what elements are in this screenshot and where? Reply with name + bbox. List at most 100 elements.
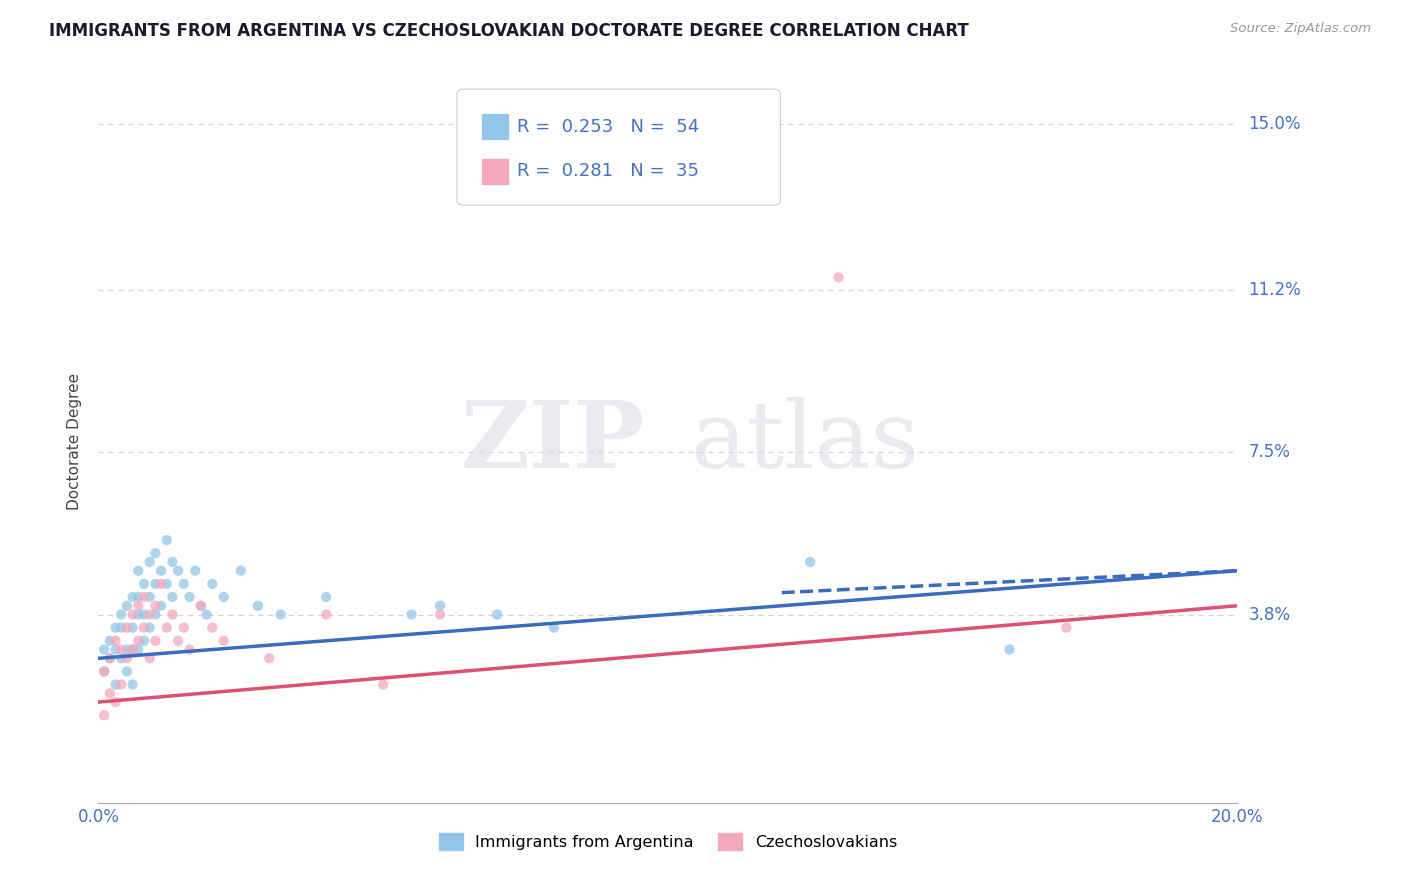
Point xyxy=(150,577,173,591)
Point xyxy=(115,665,138,679)
Point xyxy=(229,564,252,578)
Text: 7.5%: 7.5% xyxy=(1249,443,1291,461)
Point xyxy=(115,599,138,613)
Point xyxy=(93,665,115,679)
Point xyxy=(110,642,132,657)
Point xyxy=(145,577,167,591)
Point xyxy=(543,621,565,635)
Point xyxy=(98,651,121,665)
Text: ZIP: ZIP xyxy=(461,397,645,486)
Point xyxy=(115,642,138,657)
Point xyxy=(121,642,143,657)
Point xyxy=(121,677,143,691)
Point xyxy=(98,633,121,648)
Point xyxy=(98,686,121,700)
Point xyxy=(190,599,212,613)
Point xyxy=(145,546,167,560)
Point xyxy=(156,577,179,591)
Point xyxy=(150,599,173,613)
Point xyxy=(173,621,195,635)
Point xyxy=(429,607,451,622)
Point xyxy=(110,607,132,622)
Point xyxy=(110,651,132,665)
Text: 3.8%: 3.8% xyxy=(1249,606,1291,624)
Text: Source: ZipAtlas.com: Source: ZipAtlas.com xyxy=(1230,22,1371,36)
Point xyxy=(138,651,160,665)
Point xyxy=(138,555,160,569)
Point xyxy=(179,642,201,657)
Point xyxy=(1056,621,1078,635)
Point xyxy=(93,708,115,723)
Point xyxy=(121,590,143,604)
Text: R =  0.253   N =  54: R = 0.253 N = 54 xyxy=(517,118,700,136)
Point xyxy=(270,607,292,622)
Point xyxy=(156,621,179,635)
Point xyxy=(429,599,451,613)
Point xyxy=(138,607,160,622)
Point xyxy=(173,577,195,591)
Point xyxy=(401,607,423,622)
Point xyxy=(127,564,149,578)
Point xyxy=(93,642,115,657)
Point xyxy=(156,533,179,547)
Point xyxy=(121,607,143,622)
Point xyxy=(486,607,509,622)
Point xyxy=(145,633,167,648)
Point xyxy=(246,599,269,613)
Point xyxy=(145,599,167,613)
Point xyxy=(138,621,160,635)
Point xyxy=(110,677,132,691)
Point xyxy=(373,677,395,691)
Point xyxy=(138,590,160,604)
Text: 11.2%: 11.2% xyxy=(1249,282,1301,300)
Point xyxy=(195,607,218,622)
Point xyxy=(132,633,155,648)
Point xyxy=(121,642,143,657)
Point xyxy=(132,577,155,591)
Point xyxy=(828,270,851,285)
Point xyxy=(104,633,127,648)
Point xyxy=(799,555,821,569)
Y-axis label: Doctorate Degree: Doctorate Degree xyxy=(67,373,83,510)
Point xyxy=(93,665,115,679)
Point xyxy=(132,607,155,622)
Point xyxy=(104,642,127,657)
Point xyxy=(115,621,138,635)
Point xyxy=(98,651,121,665)
Point xyxy=(201,577,224,591)
Point xyxy=(998,642,1021,657)
Point xyxy=(104,677,127,691)
Text: IMMIGRANTS FROM ARGENTINA VS CZECHOSLOVAKIAN DOCTORATE DEGREE CORRELATION CHART: IMMIGRANTS FROM ARGENTINA VS CZECHOSLOVA… xyxy=(49,22,969,40)
Point xyxy=(132,590,155,604)
Point xyxy=(162,590,184,604)
Point xyxy=(167,564,190,578)
Point xyxy=(132,621,155,635)
Point xyxy=(127,607,149,622)
Point xyxy=(127,642,149,657)
Text: atlas: atlas xyxy=(690,397,920,486)
Text: 15.0%: 15.0% xyxy=(1249,115,1301,133)
Point xyxy=(127,590,149,604)
Point xyxy=(315,590,337,604)
Point xyxy=(259,651,281,665)
Point xyxy=(162,607,184,622)
Point xyxy=(115,651,138,665)
Point xyxy=(212,633,235,648)
Point xyxy=(179,590,201,604)
Point xyxy=(190,599,212,613)
Point xyxy=(127,633,149,648)
Point xyxy=(315,607,337,622)
Point xyxy=(127,599,149,613)
Point xyxy=(212,590,235,604)
Point xyxy=(162,555,184,569)
Point xyxy=(184,564,207,578)
Text: R =  0.281   N =  35: R = 0.281 N = 35 xyxy=(517,162,699,180)
Point xyxy=(201,621,224,635)
Point xyxy=(104,621,127,635)
Point xyxy=(121,621,143,635)
Point xyxy=(110,621,132,635)
Point xyxy=(104,695,127,709)
Point xyxy=(145,607,167,622)
Legend: Immigrants from Argentina, Czechoslovakians: Immigrants from Argentina, Czechoslovaki… xyxy=(433,827,903,856)
Point xyxy=(150,564,173,578)
